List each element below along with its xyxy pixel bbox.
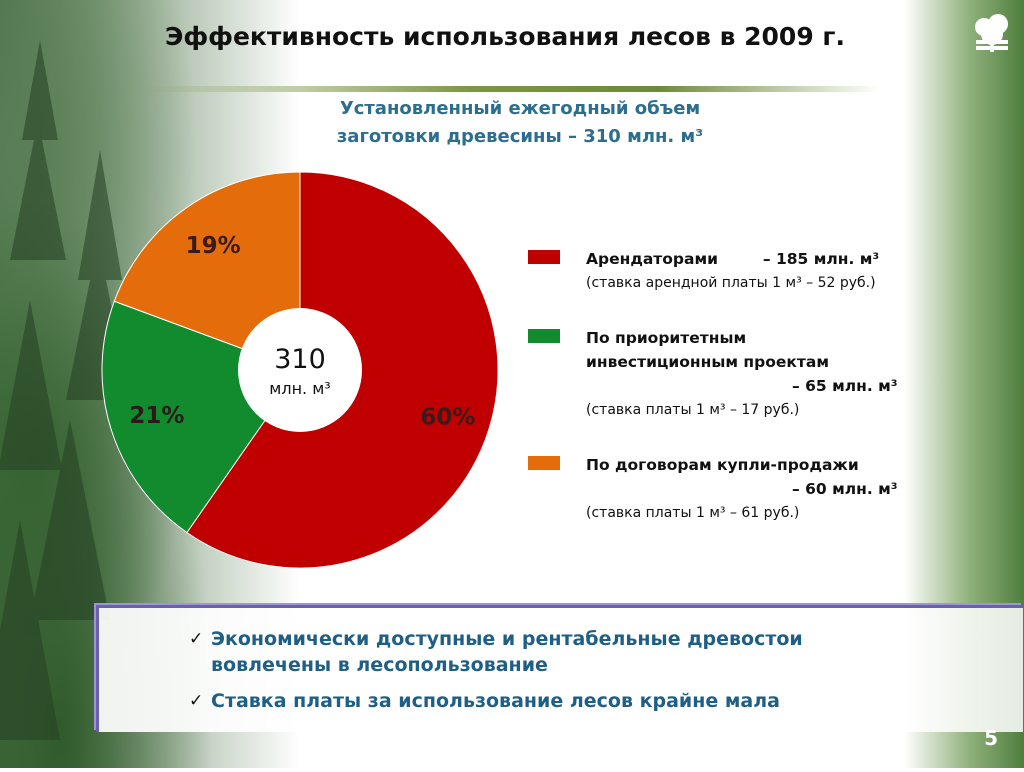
legend-label-row: Арендаторами – 185 млн. м³: [586, 247, 1024, 271]
bullet-text-line-1: Ставка платы за использование лесов край…: [211, 690, 780, 712]
conclusions-box: ✓ Экономически доступные и рентабельные …: [96, 605, 1023, 732]
pie-percent-label: 60%: [420, 404, 475, 430]
checkmark-icon: ✓: [189, 629, 204, 649]
legend-note: (ставка платы 1 м³ – 61 руб.): [586, 505, 800, 521]
pie-slice: [113, 171, 301, 371]
forest-trees-decoration: [0, 40, 170, 740]
title-underline: [140, 86, 880, 92]
legend-label-continued: инвестиционным проектам: [586, 353, 830, 371]
pie-center-value: 310: [274, 344, 326, 375]
bullet-text-line-2: вовлечены в лесопользование: [211, 654, 548, 676]
legend-swatch-green: [528, 329, 560, 343]
legend-label: По договорам купли-продажи: [586, 456, 859, 474]
checkmark-icon: ✓: [189, 691, 204, 711]
pie-percent-label: 19%: [186, 233, 241, 259]
legend-value: – 185 млн. м³: [762, 250, 880, 268]
page-number: 5: [984, 726, 998, 750]
legend-label: Арендаторами: [586, 250, 719, 268]
subtitle-line-1: Установленный ежегодный объем: [339, 98, 701, 119]
trees-logo-icon: [975, 14, 1008, 52]
bullet-text-line-1: Экономически доступные и рентабельные др…: [211, 628, 803, 650]
pie-center-hole: [238, 308, 362, 432]
pie-percent-label: 21%: [129, 403, 184, 429]
legend-note: (ставка платы 1 м³ – 17 руб.): [586, 402, 800, 418]
legend-swatch-orange: [528, 456, 560, 470]
legend-value: – 60 млн. м³: [792, 480, 898, 498]
subtitle-line-2: заготовки древесины – 310 млн. м³: [336, 126, 704, 147]
legend-swatch-red: [528, 250, 560, 264]
slide-title: Эффективность использования лесов в 2009…: [165, 22, 845, 51]
legend-note: (ставка арендной платы 1 м³ – 52 руб.): [586, 275, 876, 291]
conclusion-bullet-1: ✓ Экономически доступные и рентабельные …: [189, 626, 971, 678]
legend-value: – 65 млн. м³: [792, 377, 898, 395]
legend-label: По приоритетным: [586, 329, 747, 347]
pie-center-unit: млн. м³: [269, 379, 330, 398]
conclusion-bullet-2: ✓ Ставка платы за использование лесов кр…: [189, 688, 971, 714]
chart-subtitle: Установленный ежегодный объем заготовки …: [240, 95, 800, 151]
